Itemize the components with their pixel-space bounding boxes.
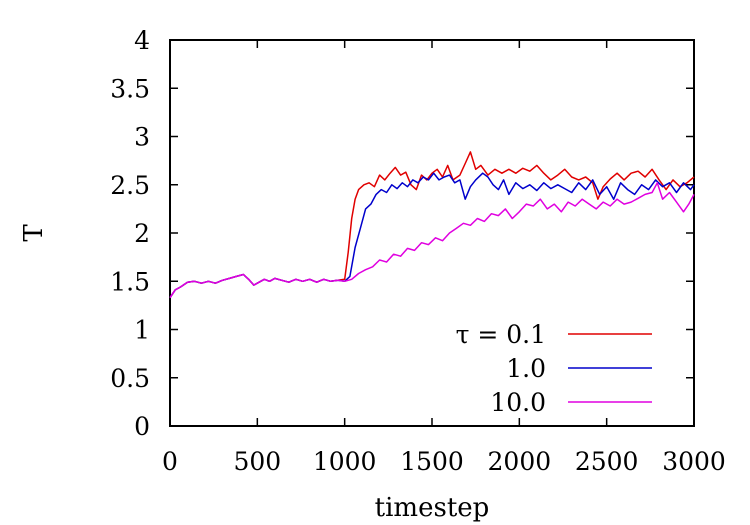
y-tick-label: 2.5: [110, 171, 150, 200]
series-line: [169, 182, 695, 299]
axis-ticks: 0 500 1000 1500 2000 2500 3000 0 0.5 1 1.5 2 2.5 3 3.5…: [110, 26, 726, 476]
y-tick-label: 3: [134, 123, 150, 152]
series-line: [169, 151, 695, 299]
legend-label: 10.0: [490, 388, 546, 417]
y-tick-label: 3.5: [110, 74, 150, 103]
legend-label: τ = 0.1: [456, 320, 546, 349]
x-tick-label: 0: [162, 447, 178, 476]
x-tick-label: 2000: [488, 447, 552, 476]
y-tick-label: 1.5: [110, 267, 150, 296]
x-tick-label: 2500: [575, 447, 639, 476]
x-tick-label: 1000: [313, 447, 377, 476]
series-lines: [169, 151, 695, 299]
x-axis-label: timestep: [375, 493, 490, 523]
legend-label: 1.0: [506, 354, 546, 383]
x-tick-label: 500: [233, 447, 281, 476]
y-tick-label: 0.5: [110, 364, 150, 393]
y-tick-label: 2: [134, 219, 150, 248]
y-tick-label: 0: [134, 412, 150, 441]
y-axis-label: T: [19, 224, 49, 242]
y-tick-label: 1: [134, 316, 150, 345]
y-tick-label: 4: [134, 26, 150, 55]
x-tick-label: 1500: [400, 447, 464, 476]
legend: τ = 0.1 1.0 10.0: [456, 320, 652, 417]
x-tick-label: 3000: [662, 447, 726, 476]
